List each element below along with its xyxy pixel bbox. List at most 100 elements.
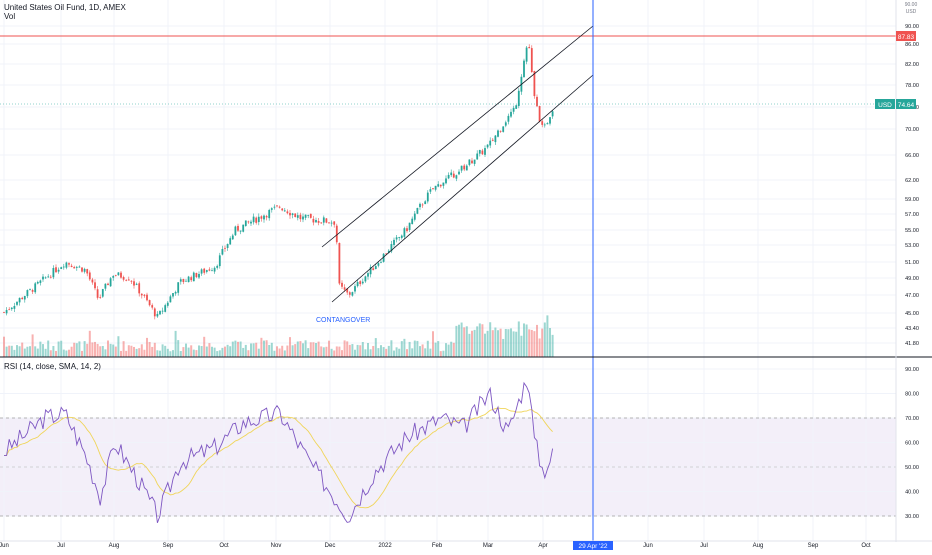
volume-bar [354,349,356,357]
volume-bar [78,341,81,357]
volume-bar [356,344,359,357]
volume-bar [489,322,492,357]
parallel-channel[interactable] [321,25,594,303]
volume-bar [73,342,76,357]
volume-bar [62,349,65,357]
volume-bar [208,343,211,357]
volume-bar [18,346,21,357]
price-axis[interactable]: 41.80 43.40 45.00 47.00 49.00 51.00 53.00 55.00… [905,24,919,347]
scale-toggle-top[interactable]: 90.00 [905,2,918,8]
candle-body [356,282,359,287]
candle-body [250,221,252,224]
candle-body [504,122,507,126]
volume-bar [348,344,351,357]
candle-body [91,279,94,283]
candle-body [49,276,52,278]
volume-bar [364,349,367,357]
rsi-tick-label: 70.00 [905,416,919,422]
volume-bar [341,350,343,357]
volume-bar [16,345,18,357]
candle-body [174,291,177,294]
volume-bar [429,348,432,357]
gridlines [0,0,896,541]
volume-bar [432,331,434,357]
currency-badge[interactable] [875,99,895,109]
volume-bar [52,345,55,357]
candle-body [120,272,122,278]
volume-bar [468,333,471,357]
candle-body [224,247,226,249]
price-tick-label: 78.00 [905,83,919,89]
level-badge[interactable] [896,31,916,41]
price-tick-label: 66.00 [905,153,919,159]
volume-bar [42,344,44,357]
candle-body [36,282,39,284]
candle-body [23,296,26,300]
volume-bar [499,328,502,357]
candle-body [450,172,453,176]
candle-body [536,96,538,107]
candle-body [109,278,112,287]
volume-bar [374,338,377,357]
volume-bar [55,350,57,357]
volume-bar [60,340,63,357]
price-tick-label: 86.00 [905,42,919,48]
volume-bar [338,346,341,357]
volume-bar [44,348,47,357]
candle-body [81,267,83,272]
volume-bar [190,345,193,357]
candle-body [166,302,169,306]
candle-body [523,60,525,78]
volume-bar [34,346,37,357]
volume-bar [257,348,260,357]
candle-body [445,178,447,184]
contango-annotation[interactable]: CONTANGOVER [316,317,370,324]
candle-body [29,288,31,290]
candle-body [242,224,245,232]
time-axis[interactable]: Jun Jul Aug Sep Oct Nov Dec 2022 Feb Mar Apr Jun Jul… [0,543,871,549]
last-price-badge[interactable] [896,99,916,109]
volume-bar [255,342,258,357]
candle-body [442,182,445,186]
channel-upper-line[interactable] [321,25,594,248]
candle-body [237,225,239,231]
currency-badge-text: USD [878,102,892,109]
candle-body [55,267,57,273]
candle-body [291,213,294,215]
rsi-label[interactable]: RSI (14, close, SMA, 14, 2) [4,362,101,371]
candle-body [481,150,484,155]
volume-bar [481,324,484,357]
volume-bar [296,341,299,357]
symbol-title[interactable]: United States Oil Fund, 1D, AMEX [4,3,126,12]
price-tick-label: 59.00 [905,197,919,203]
candle-body [117,272,120,276]
candle-body [130,280,133,282]
price-tick-label: 57.00 [905,212,919,218]
volume-bar [400,341,403,357]
candle-body [83,268,86,272]
candle-body [489,140,492,146]
candle-body [208,269,211,271]
rsi-tick-label: 40.00 [905,490,919,496]
candle-body [283,210,286,212]
candle-body [530,48,533,72]
candle-body [437,184,440,187]
candle-body [458,171,460,175]
candle-body [213,267,216,272]
volume-bar [512,331,515,357]
channel-lower-line[interactable] [331,74,594,303]
candle-body [390,244,393,252]
candle-body [16,301,18,305]
candle-body [257,216,260,223]
candle-body [374,266,377,270]
candle-body [78,266,81,268]
volume-bar [39,341,42,357]
scale-toggle-mid[interactable]: USD [906,9,917,15]
candle-body [309,213,312,218]
volume-label[interactable]: Vol [4,12,16,21]
candle-body [229,238,232,245]
volume-bar [322,347,325,357]
rsi-axis[interactable]: 30.00 40.00 50.00 60.00 70.00 80.00 90.00 [905,367,919,520]
volume-bar [192,349,195,357]
